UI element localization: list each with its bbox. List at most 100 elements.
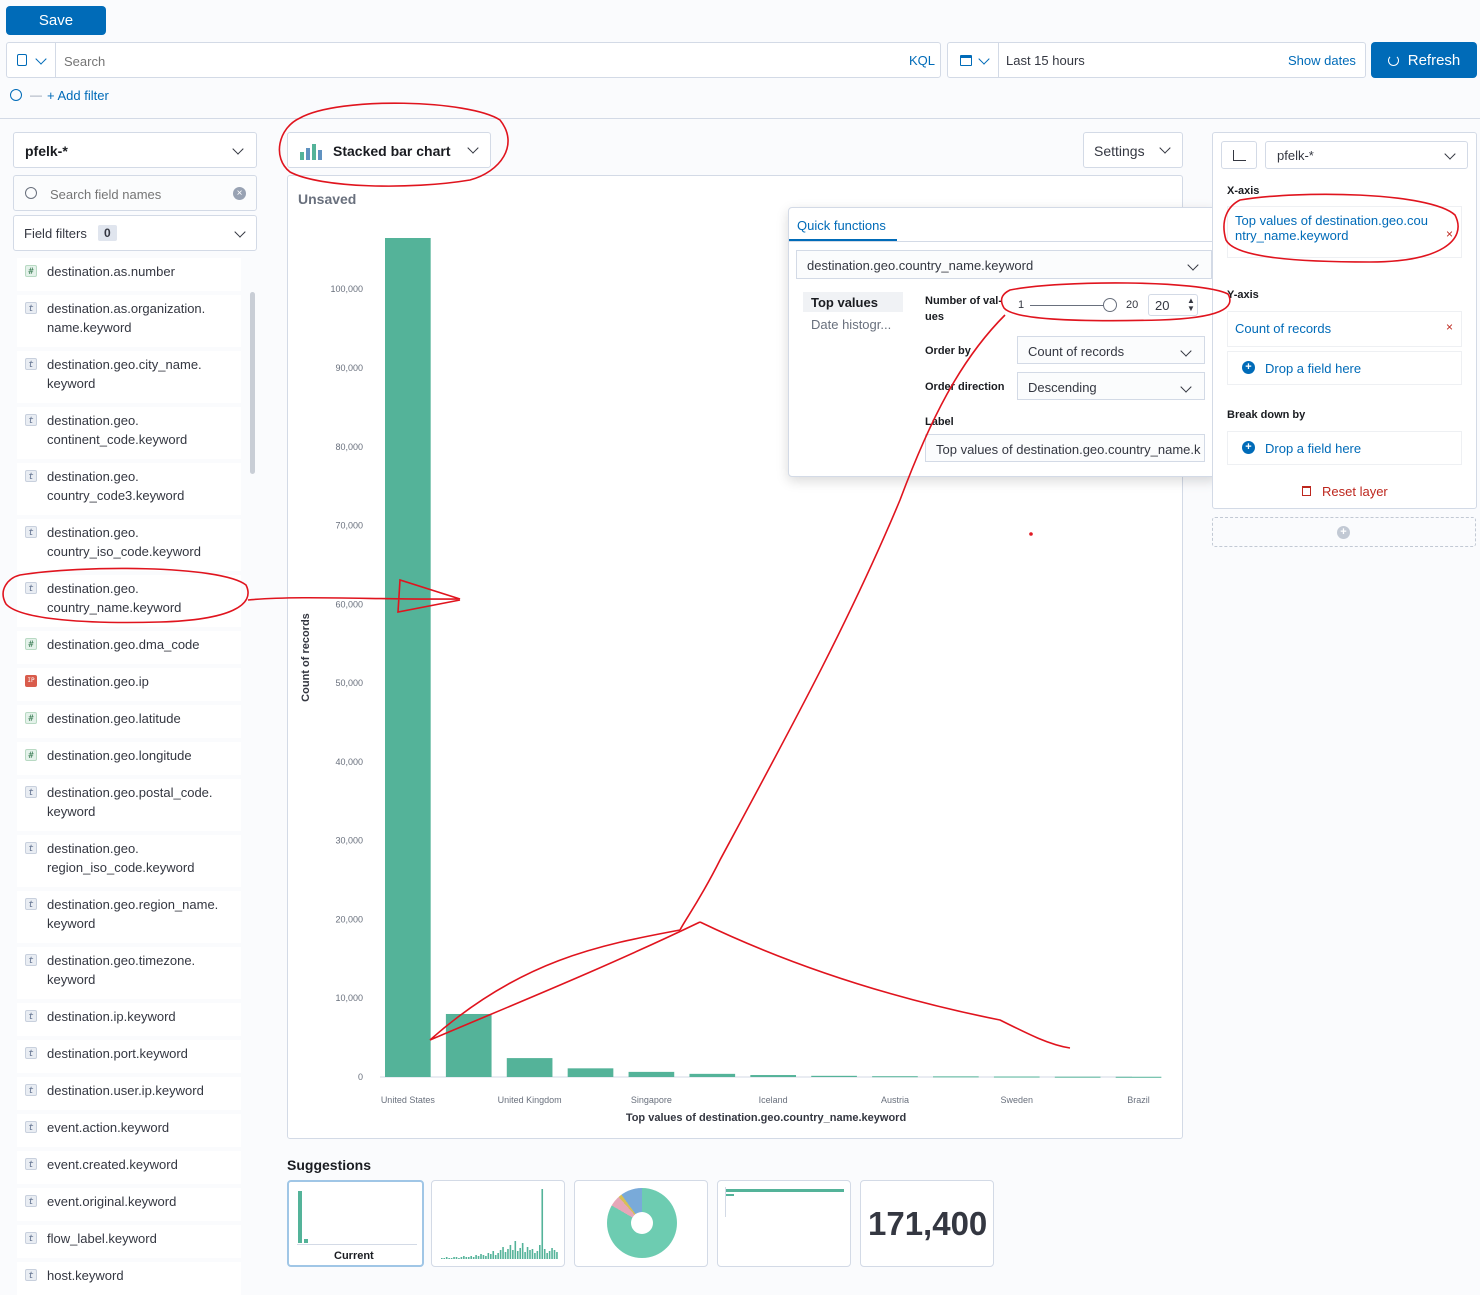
string-type-icon: t [25,842,37,854]
function-top-values-label: Top values [811,295,878,310]
number-of-values-input[interactable]: 20 ▲ ▼ [1148,294,1198,316]
add-layer-button[interactable]: + [1212,517,1476,547]
slider-track[interactable] [1030,305,1112,306]
chevron-down-icon [1180,345,1192,357]
mini-histogram-bar [487,1253,490,1259]
remove-icon[interactable]: × [1446,227,1454,241]
yaxis-dimension[interactable]: Count of records × [1227,311,1462,347]
filter-icon[interactable] [10,89,22,101]
refresh-button[interactable]: Refresh [1371,42,1477,78]
field-list-item[interactable]: t event.action.keyword [17,1114,241,1147]
chevron-down-icon [1444,148,1456,160]
slider-min: 1 [1018,299,1025,311]
index-pattern-label: pfelk-* [25,143,68,159]
time-range-text[interactable]: Last 15 hours [1006,53,1085,68]
mini-histogram-bar [455,1257,458,1259]
plus-icon: + [1337,526,1350,539]
field-list-item[interactable]: t destination.geo.timezone. keyword [17,947,241,999]
string-type-icon: t [25,1195,37,1207]
field-filters[interactable]: Field filters 0 [13,215,257,251]
show-dates-link[interactable]: Show dates [1288,53,1356,68]
add-filter-link[interactable]: + Add filter [47,88,109,103]
save-button[interactable]: Save [6,6,106,35]
saved-query-icon[interactable] [17,54,27,66]
calendar-icon[interactable] [960,55,972,66]
function-top-values[interactable] [803,292,903,312]
yaxis-drop-zone[interactable]: + Drop a field here [1227,351,1462,385]
order-direction-select[interactable]: Descending [1017,372,1205,400]
field-list-item[interactable]: t destination.geo.postal_code. keyword [17,779,241,831]
field-list-item[interactable]: t event.created.keyword [17,1151,241,1184]
mini-histogram-bar [531,1249,534,1259]
label-input-value: Top values of destination.geo.country_na… [936,442,1201,457]
field-list-item[interactable]: # destination.geo.latitude [17,705,241,738]
search-icon [25,187,37,199]
field-list-item[interactable]: # destination.geo.longitude [17,742,241,775]
search-input[interactable] [62,49,766,73]
x-tick-label: Singapore [631,1095,672,1105]
slider-thumb[interactable] [1103,298,1117,312]
field-list-item[interactable]: # destination.geo.dma_code [17,631,241,664]
tab-quick-functions[interactable]: Quick functions [797,218,886,233]
field-list-item[interactable]: t destination.geo. region_iso_code.keywor… [17,835,241,887]
mini-histogram-bar [519,1248,521,1259]
suggestion-histogram[interactable] [431,1180,565,1267]
chart-bar [385,238,431,1077]
mini-histogram-bar [458,1258,460,1259]
suggestion-current[interactable]: Current [287,1180,424,1267]
string-type-icon: t [25,1010,37,1022]
function-date-histogram[interactable]: Date histogr... [811,317,892,332]
remove-icon[interactable]: × [1446,320,1454,334]
chart-bar [628,1071,675,1077]
mini-histogram-bar [534,1253,536,1259]
suggestion-donut[interactable] [574,1180,708,1267]
stepper-icon[interactable]: ▲ ▼ [1187,296,1195,313]
layer-type-button[interactable] [1221,141,1257,169]
order-by-label: Order by [925,345,971,357]
index-pattern-select[interactable]: pfelk-* [13,132,257,168]
x-tick-label: Iceland [759,1095,788,1105]
field-list-item[interactable]: IP destination.geo.ip [17,668,241,701]
field-list-item[interactable]: t destination.ip.keyword [17,1003,241,1036]
field-list-item[interactable]: t destination.as.organization. name.keywo… [17,295,241,347]
kql-toggle[interactable]: KQL [909,53,936,68]
field-list-item[interactable]: t destination.port.keyword [17,1040,241,1073]
suggestion-metric[interactable]: 171,400 [860,1180,994,1267]
y-axis-title: Count of records [300,613,312,702]
yaxis-label: Y-axis [1227,289,1259,301]
chevron-down-icon[interactable] [978,53,990,65]
label-input[interactable]: Top values of destination.geo.country_na… [925,434,1205,462]
mini-histogram-bar [507,1249,509,1259]
field-list-item[interactable]: t destination.geo.region_name. keyword [17,891,241,943]
clear-icon[interactable]: × [233,187,246,200]
suggestion-horizontal-bar[interactable] [717,1180,851,1267]
field-name: host.keyword [47,1268,124,1283]
field-list-item[interactable]: t destination.geo. country_name.keyword [17,575,241,627]
field-list-item[interactable]: t flow_label.keyword [17,1225,241,1258]
field-list-item[interactable]: t destination.geo.city_name. keyword [17,351,241,403]
field-list-item[interactable]: t event.original.keyword [17,1188,241,1221]
field-list-item[interactable]: t destination.geo. continent_code.keyword [17,407,241,459]
mini-histogram-bar [556,1252,558,1259]
chevron-down-icon[interactable] [35,53,47,65]
panel-title: Unsaved [298,191,357,207]
quick-field-select[interactable]: destination.geo.country_name.keyword [796,250,1212,279]
mini-histogram-bar [480,1254,482,1259]
xaxis-dimension[interactable]: Top values of destination.geo.country_na… [1227,206,1462,258]
field-list-item[interactable]: t destination.user.ip.keyword [17,1077,241,1110]
reset-layer-button[interactable]: Reset layer [1300,483,1400,501]
field-list-item[interactable]: # destination.as.number [17,258,241,291]
layer-index-select[interactable]: pfelk-* [1265,141,1468,169]
field-list-item[interactable]: t host.keyword [17,1262,241,1295]
field-list-item[interactable]: t destination.geo. country_code3.keyword [17,463,241,515]
settings-button[interactable]: Settings [1083,132,1183,168]
field-name: event.created.keyword [47,1157,178,1172]
field-name: destination.port.keyword [47,1046,188,1061]
field-search-input[interactable] [48,184,222,204]
breakdown-drop-zone[interactable]: + Drop a field here [1227,431,1462,465]
order-by-select[interactable]: Count of records [1017,336,1205,364]
chart-type-switcher[interactable]: Stacked bar chart [287,132,491,168]
number-type-icon: # [25,712,37,724]
field-list-scrollbar[interactable] [250,292,255,474]
field-list-item[interactable]: t destination.geo. country_iso_code.keywo… [17,519,241,571]
